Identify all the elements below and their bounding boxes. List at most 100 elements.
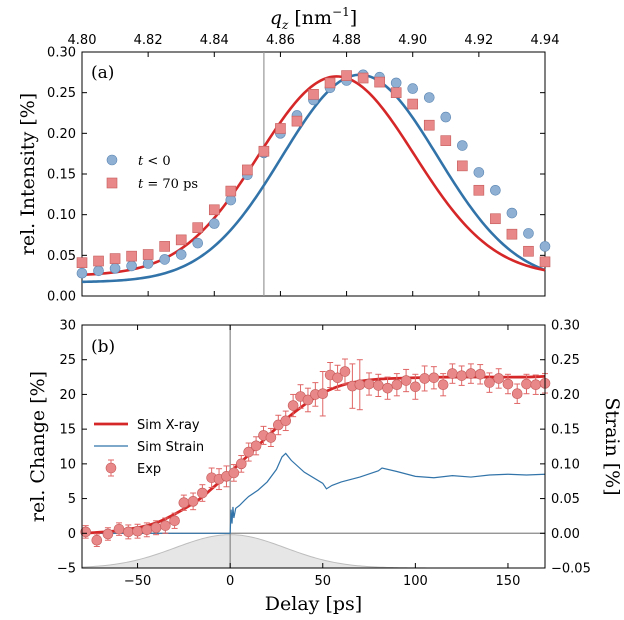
- exp-point: [428, 366, 440, 390]
- exp-point: [187, 492, 199, 511]
- point-t-70: [142, 249, 154, 260]
- panel-b: −50 0 50 100 150−5051015202530−0.050.000.050…: [27, 319, 623, 616]
- exp-marker: [123, 526, 134, 538]
- legend-marker-t-70: [106, 177, 118, 189]
- point-t-70: [225, 185, 237, 197]
- exp-point: [391, 373, 403, 397]
- exp-point: [235, 455, 247, 473]
- b-ytick-label: 0: [68, 527, 76, 542]
- a-ytick-label: 0.05: [47, 249, 76, 264]
- point-t-70: [159, 241, 170, 252]
- point-t-70: [490, 213, 501, 225]
- point-t-70: [390, 87, 402, 98]
- b-ytick-label: 15: [59, 423, 76, 438]
- point-t-70: [76, 257, 88, 268]
- exp-point: [437, 373, 449, 397]
- exp-marker: [317, 388, 329, 400]
- exp-point: [91, 533, 103, 547]
- exp-marker: [197, 487, 208, 499]
- exp-marker: [235, 458, 247, 470]
- xlabel-main: q: [270, 7, 282, 29]
- pump-profile-fill: [81, 534, 545, 569]
- exp-point: [400, 368, 412, 393]
- fit-curve-t-70: [81, 75, 546, 277]
- panel-a-fit-curves: [81, 73, 546, 284]
- exp-marker: [447, 368, 458, 379]
- exp-marker: [456, 370, 467, 381]
- point-t-negative: [390, 77, 402, 89]
- point-t-negative: [225, 194, 237, 206]
- panel-b-frame: [81, 324, 546, 569]
- legend-t-rest: < 0: [143, 154, 170, 169]
- point-t-70: [291, 115, 303, 127]
- exp-point: [132, 523, 143, 539]
- exp-point: [280, 410, 292, 432]
- exp-point: [228, 464, 240, 482]
- b-ytick-label: 5: [68, 492, 76, 507]
- exp-point: [465, 363, 477, 384]
- legend-label-t-70: t = 70 ps: [138, 177, 198, 192]
- exp-marker: [250, 440, 262, 452]
- point-t-70: [423, 119, 435, 131]
- point-t-70: [258, 145, 270, 157]
- exp-marker: [243, 446, 254, 458]
- exp-point: [511, 383, 523, 404]
- panel-a-label: (a): [91, 63, 114, 83]
- panel-b-xlabel: Delay [ps]: [265, 593, 362, 615]
- point-t-70: [275, 123, 286, 134]
- a-xtick-label: 4.84: [200, 33, 229, 48]
- exp-marker: [132, 525, 143, 537]
- panel-a-points: [76, 69, 551, 279]
- point-t-negative: [490, 184, 501, 196]
- exp-point: [382, 376, 393, 400]
- exp-point: [484, 372, 495, 393]
- b-xtick-label: 50: [314, 574, 331, 589]
- exp-marker: [91, 534, 103, 546]
- point-t-70: [357, 72, 369, 84]
- exp-marker: [150, 522, 162, 534]
- a-xtick-label: 4.80: [68, 33, 97, 48]
- b-ytick-label: 30: [59, 319, 76, 334]
- exp-marker: [169, 515, 180, 527]
- exp-marker: [160, 520, 171, 531]
- exp-marker: [302, 394, 314, 406]
- point-t-70: [523, 245, 534, 257]
- panel-b-ylabel-right: Strain [%]: [601, 397, 623, 495]
- exp-point: [169, 512, 180, 529]
- exp-point: [447, 363, 458, 384]
- legend-t-var-2: t: [138, 177, 144, 192]
- point-t-70: [457, 160, 468, 172]
- xlabel-unit: [nm: [288, 7, 332, 29]
- xlabel-sub: z: [281, 18, 289, 32]
- point-t-negative: [76, 267, 88, 279]
- b-ytick-right-label: 0.30: [551, 319, 580, 334]
- point-t-negative: [93, 265, 104, 277]
- point-t-70: [341, 70, 352, 81]
- b-ytick-right-label: −0.05: [551, 562, 591, 577]
- exp-point: [265, 427, 277, 447]
- point-t-negative: [423, 92, 435, 103]
- exp-point: [113, 522, 125, 536]
- point-t-70: [208, 204, 220, 216]
- exp-marker: [228, 467, 240, 479]
- point-t-70: [242, 164, 253, 176]
- legend-label-sim-xray: Sim X-ray: [137, 418, 200, 433]
- sim-strain-line: [82, 452, 546, 534]
- exp-marker: [437, 379, 449, 391]
- exp-marker: [382, 382, 393, 394]
- legend-label-t-negative: t < 0: [138, 154, 171, 169]
- point-t-negative: [457, 140, 468, 151]
- point-t-negative: [440, 111, 452, 123]
- point-t-negative: [506, 207, 518, 219]
- exp-point: [419, 365, 430, 392]
- exp-marker: [332, 372, 343, 384]
- exp-point: [363, 372, 375, 396]
- exp-marker: [187, 496, 199, 507]
- a-xtick-label: 4.94: [531, 33, 560, 48]
- point-t-negative: [159, 254, 170, 265]
- legend-t-rest-2: = 70 ps: [143, 177, 198, 192]
- b-ytick-label: 10: [59, 457, 76, 472]
- panel-a: 4.80 4.82 4.84 4.86 4.88 4.90 4.92 4.94 0.00 0.05…: [17, 5, 559, 305]
- point-t-negative: [192, 237, 204, 249]
- point-t-70: [308, 88, 319, 100]
